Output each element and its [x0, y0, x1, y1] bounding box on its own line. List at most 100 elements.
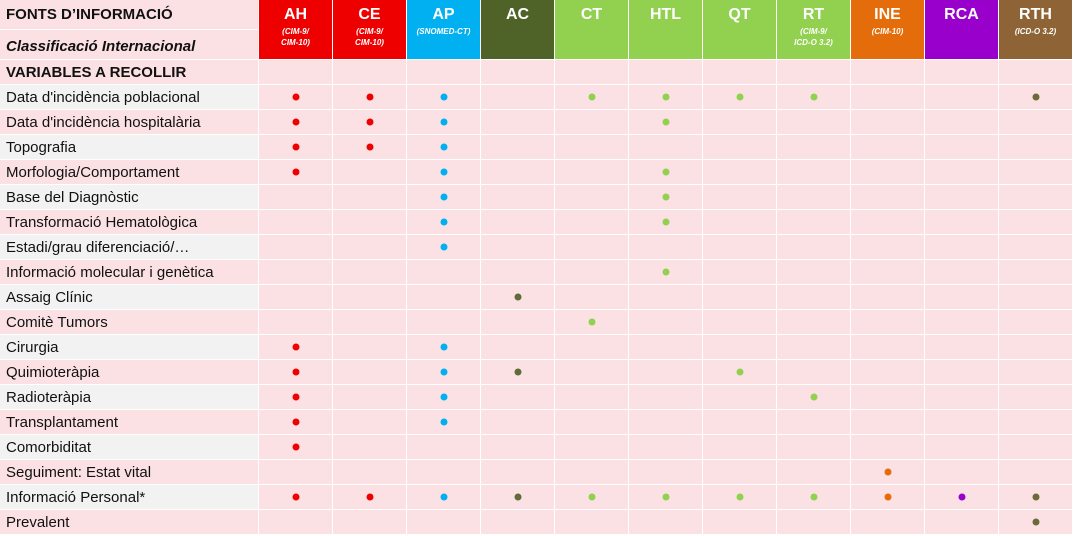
matrix-cell	[925, 410, 998, 435]
availability-dot-ce	[366, 93, 373, 101]
availability-dot-ac	[514, 293, 521, 301]
matrix-cell	[999, 110, 1072, 135]
variables-heading: VARIABLES A RECOLLIR	[0, 60, 258, 85]
matrix-cell	[851, 210, 924, 235]
matrix-cell	[777, 235, 850, 260]
matrix-cell	[629, 435, 702, 460]
variable-label: Comitè Tumors	[0, 310, 258, 335]
matrix-cell	[703, 160, 776, 185]
matrix-cell	[407, 260, 480, 285]
matrix-cell	[999, 235, 1072, 260]
variable-label: Data d'incidència poblacional	[0, 85, 258, 110]
matrix-cell	[333, 510, 406, 535]
matrix-cell	[333, 435, 406, 460]
matrix-cell	[703, 410, 776, 435]
matrix-cell	[851, 260, 924, 285]
matrix-cell	[851, 85, 924, 110]
matrix-cell	[555, 510, 628, 535]
matrix-cell	[629, 260, 702, 285]
variable-label: Morfologia/Comportament	[0, 160, 258, 185]
matrix-cell	[333, 485, 406, 510]
matrix-cell	[999, 210, 1072, 235]
availability-dot-ap	[440, 393, 447, 401]
matrix-cell	[999, 335, 1072, 360]
heading-cell	[555, 60, 628, 85]
matrix-cell	[777, 360, 850, 385]
matrix-cell	[481, 510, 554, 535]
matrix-cell	[999, 185, 1072, 210]
matrix-cell	[629, 335, 702, 360]
matrix-cell	[925, 185, 998, 210]
matrix-cell	[481, 210, 554, 235]
variable-label: Radioteràpia	[0, 385, 258, 410]
source-header-rth: RTH (ICD-O 3.2)	[999, 0, 1072, 60]
matrix-cell	[777, 110, 850, 135]
matrix-cell	[481, 385, 554, 410]
heading-cell	[777, 60, 850, 85]
matrix-cell	[259, 310, 332, 335]
matrix-cell	[851, 410, 924, 435]
matrix-cell	[333, 360, 406, 385]
matrix-cell	[777, 260, 850, 285]
matrix-cell	[999, 485, 1072, 510]
matrix-cell	[777, 485, 850, 510]
matrix-cell	[999, 85, 1072, 110]
matrix-cell	[925, 235, 998, 260]
source-code: RTH	[1019, 6, 1052, 23]
source-code: AP	[432, 6, 455, 23]
availability-dot-htl	[662, 218, 669, 226]
matrix-cell	[481, 435, 554, 460]
availability-dot-htl	[662, 118, 669, 126]
availability-dot-ah	[292, 443, 299, 451]
matrix-cell	[333, 260, 406, 285]
matrix-cell	[629, 510, 702, 535]
matrix-cell	[777, 85, 850, 110]
source-code: AC	[505, 6, 530, 23]
variable-label: Assaig Clínic	[0, 285, 258, 310]
matrix-cell	[703, 85, 776, 110]
matrix-cell	[333, 335, 406, 360]
matrix-cell	[703, 510, 776, 535]
matrix-cell	[407, 510, 480, 535]
matrix-cell	[999, 260, 1072, 285]
availability-dot-ct	[588, 93, 595, 101]
availability-dot-ap	[440, 93, 447, 101]
source-classification: (ICD-O 3.2)	[1014, 27, 1057, 36]
matrix-cell	[555, 135, 628, 160]
matrix-cell	[629, 110, 702, 135]
source-header-rt: RT (CIM-9/ ICD-O 3.2)	[777, 0, 850, 60]
matrix-cell	[925, 135, 998, 160]
availability-dot-ap	[440, 168, 447, 176]
availability-dot-ap	[440, 118, 447, 126]
source-classification: (CIM-9/ CIM-10)	[281, 27, 310, 47]
source-classification: (CIM-9/ CIM-10)	[355, 27, 384, 47]
source-header-ct: CT	[555, 0, 628, 60]
matrix-cell	[259, 460, 332, 485]
matrix-cell	[555, 285, 628, 310]
matrix-cell	[925, 460, 998, 485]
availability-dot-ah	[292, 168, 299, 176]
source-classification: (CIM-10)	[871, 27, 904, 36]
variable-label: Base del Diagnòstic	[0, 185, 258, 210]
heading-cell	[999, 60, 1072, 85]
matrix-cell	[555, 235, 628, 260]
availability-dot-ap	[440, 243, 447, 251]
matrix-cell	[259, 485, 332, 510]
matrix-cell	[925, 435, 998, 460]
availability-dot-htl	[662, 268, 669, 276]
availability-dot-rth	[1032, 493, 1039, 501]
availability-dot-ap	[440, 343, 447, 351]
matrix-cell	[333, 185, 406, 210]
heading-cell	[925, 60, 998, 85]
matrix-cell	[851, 235, 924, 260]
matrix-cell	[925, 385, 998, 410]
matrix-cell	[481, 235, 554, 260]
matrix-cell	[629, 160, 702, 185]
availability-dot-ah	[292, 393, 299, 401]
matrix-cell	[703, 385, 776, 410]
matrix-cell	[629, 385, 702, 410]
matrix-cell	[925, 285, 998, 310]
variable-label: Quimioteràpia	[0, 360, 258, 385]
source-header-ac: AC	[481, 0, 554, 60]
